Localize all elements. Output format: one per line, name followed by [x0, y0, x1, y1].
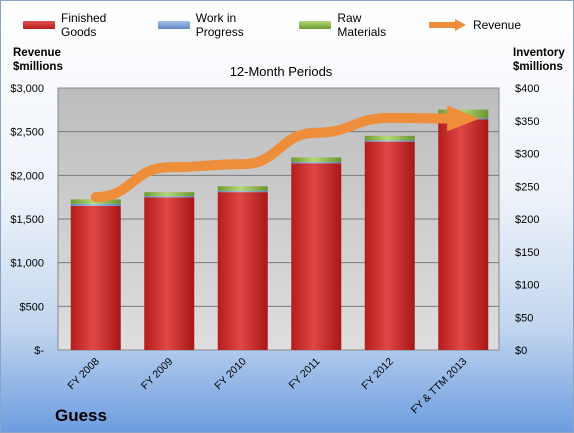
legend-item-revenue: Revenue	[427, 18, 521, 32]
chart-title: 12-Month Periods	[229, 64, 333, 79]
finished-goods-swatch	[23, 21, 55, 29]
raw-materials-swatch	[299, 21, 332, 29]
gridlines	[58, 131, 499, 307]
revenue-line	[90, 105, 480, 203]
left-tick-label: $2,000	[10, 170, 44, 182]
finished-goods-bar	[70, 205, 121, 350]
right-tick-label: $50	[515, 312, 533, 324]
right-tick-label: $300	[515, 149, 539, 161]
work-in-progress-bar	[291, 162, 342, 164]
x-tick-label: FY & TTM 2013	[409, 356, 470, 417]
left-tick-label: $500	[20, 301, 44, 313]
right-axis-title-line: $millions	[513, 61, 563, 73]
left-tick-label: $-	[34, 345, 44, 357]
raw-materials-bar	[217, 186, 268, 191]
x-tick-label: FY 2009	[139, 356, 176, 393]
right-tick-label: $250	[515, 181, 539, 193]
right-tick-label: $200	[515, 214, 539, 226]
finished-goods-bar	[438, 119, 489, 350]
raw-materials-bar	[144, 192, 195, 197]
legend-label: Finished Goods	[61, 11, 107, 39]
left-axis-title: Revenue $millions	[13, 46, 63, 74]
left-tick-label: $2,500	[10, 127, 44, 139]
revenue-line-path	[90, 112, 457, 203]
finished-goods-bar	[291, 163, 342, 350]
raw-materials-bar	[291, 157, 342, 163]
x-tick-label: FY 2010	[212, 356, 249, 393]
legend-label: Work in Progress	[195, 11, 244, 39]
left-tick-label: $1,500	[10, 214, 44, 226]
work-in-progress-bar	[70, 203, 121, 206]
work-in-progress-bar	[217, 190, 268, 193]
legend-label: Raw Materials	[337, 11, 387, 39]
finished-goods-bar	[144, 197, 195, 350]
legend-item-work-in-progress: Work in Progress	[157, 11, 278, 39]
right-tick-label: $150	[515, 247, 539, 259]
left-tick-label: $3,000	[10, 83, 44, 95]
right-axis-title: Inventory $millions	[513, 46, 565, 74]
x-tick-label: FY 2008	[65, 356, 102, 393]
work-in-progress-bar	[144, 196, 195, 198]
legend-item-finished-goods: Finished Goods	[23, 11, 136, 39]
finished-goods-bar	[364, 141, 415, 350]
legend-label: Revenue	[472, 18, 521, 32]
legend: Finished Goods Work in Progress Raw Mate…	[23, 11, 543, 39]
right-tick-label: $400	[515, 83, 539, 95]
raw-materials-bar	[364, 135, 415, 141]
revenue-arrowhead	[447, 105, 480, 132]
left-axis-title-line: Revenue	[13, 47, 61, 59]
work-in-progress-swatch	[157, 21, 190, 29]
x-tick-label: FY 2011	[286, 356, 322, 392]
right-tick-label: $350	[515, 116, 539, 128]
bars	[70, 109, 489, 350]
right-tick-label: $100	[515, 280, 539, 292]
company-name: Guess	[55, 406, 107, 425]
x-axis-labels: FY 2008 FY 2009 FY 2010 FY 2011 FY 2012 FY & …	[65, 356, 469, 417]
left-tick-label: $1,000	[10, 258, 44, 270]
legend-item-raw-materials: Raw Materials	[299, 11, 405, 39]
revenue-arrow-icon	[428, 19, 466, 31]
work-in-progress-bar	[364, 140, 415, 142]
left-axis-ticks: $- $500 $1,000 $1,500 $2,000 $2,500 $3,000	[10, 83, 44, 357]
finished-goods-bar	[217, 192, 268, 350]
left-axis-title-line: $millions	[13, 61, 63, 73]
right-axis-ticks: $0 $50 $100 $150 $200 $250 $300 $350 $400	[515, 83, 539, 357]
x-tick-label: FY 2012	[359, 356, 396, 393]
right-tick-label: $0	[515, 345, 527, 357]
right-axis-title-line: Inventory	[513, 47, 565, 59]
